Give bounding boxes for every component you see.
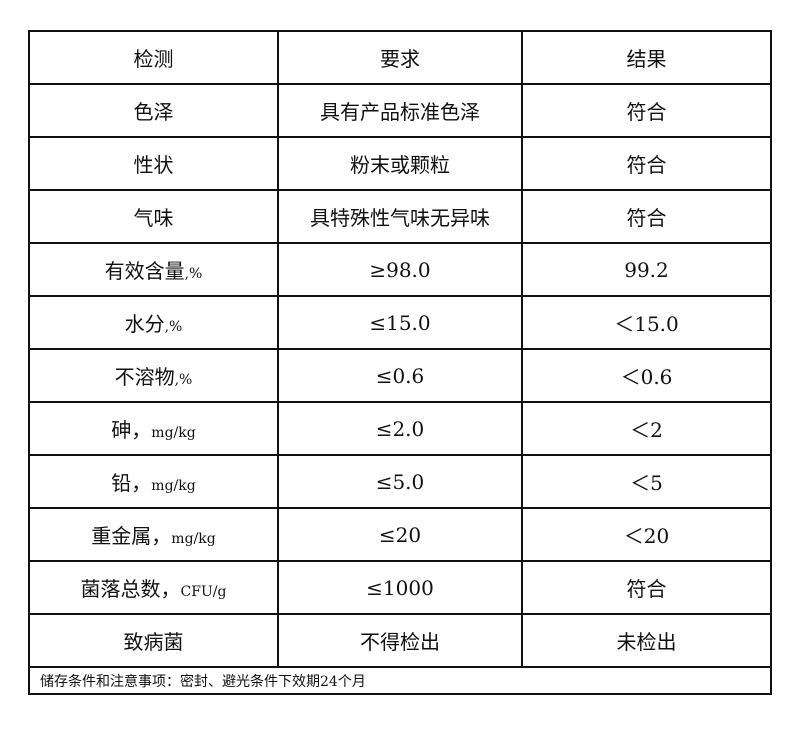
item-name: 气味 [133,206,174,230]
requirement-cell: ≤5.0 [277,454,523,509]
item-unit: ,% [174,372,193,388]
item-name: 致病菌 [123,630,184,654]
header-requirement: 要求 [277,30,523,85]
item-name: 铅， [111,471,152,495]
table-row: 铅，mg/kg ≤5.0 ＜5 [28,454,772,509]
item-cell: 不溶物,% [28,348,279,403]
result-cell: ＜0.6 [521,348,772,403]
result-cell: 符合 [521,83,772,138]
inspection-table: 检测 要求 结果 色泽 具有产品标准色泽 符合 性状 粉末或颗粒 符合 气味 具特殊性气味无异… [28,30,772,695]
result-cell: ＜20 [521,507,772,562]
requirement-cell: 具特殊性气味无异味 [277,189,523,244]
requirement-cell: ≤2.0 [277,401,523,456]
result-cell: 符合 [521,136,772,191]
result-cell: ＜2 [521,401,772,456]
table-row: 色泽 具有产品标准色泽 符合 [28,83,772,138]
requirement-cell: ≤0.6 [277,348,523,403]
item-name: 色泽 [133,100,174,124]
table-row: 菌落总数，CFU/g ≤1000 符合 [28,560,772,615]
result-cell: ＜5 [521,454,772,509]
item-cell: 有效含量,% [28,242,279,297]
storage-note: 储存条件和注意事项：密封、避光条件下效期24个月 [28,666,772,695]
header-result: 结果 [521,30,772,85]
item-name: 水分 [124,312,165,336]
item-cell: 铅，mg/kg [28,454,279,509]
requirement-cell: ≤15.0 [277,295,523,350]
item-cell: 菌落总数，CFU/g [28,560,279,615]
requirement-cell: ≤1000 [277,560,523,615]
item-unit: mg/kg [151,425,196,441]
item-cell: 色泽 [28,83,279,138]
item-cell: 水分,% [28,295,279,350]
table-row: 性状 粉末或颗粒 符合 [28,136,772,191]
item-cell: 致病菌 [28,613,279,668]
item-name: 有效含量 [104,259,185,283]
requirement-cell: ≥98.0 [277,242,523,297]
header-row: 检测 要求 结果 [28,30,772,85]
footer-row: 储存条件和注意事项：密封、避光条件下效期24个月 [28,666,772,695]
item-unit: mg/kg [151,478,196,494]
header-item: 检测 [28,30,279,85]
table-row: 气味 具特殊性气味无异味 符合 [28,189,772,244]
item-name: 菌落总数， [80,577,181,601]
requirement-cell: 具有产品标准色泽 [277,83,523,138]
item-name: 砷， [111,418,152,442]
requirement-cell: 粉末或颗粒 [277,136,523,191]
item-unit: mg/kg [171,531,216,547]
table-row: 致病菌 不得检出 未检出 [28,613,772,668]
item-unit: CFU/g [180,584,227,600]
item-name: 重金属， [91,524,172,548]
item-cell: 砷，mg/kg [28,401,279,456]
item-unit: ,% [164,319,183,335]
item-name: 不溶物 [114,365,175,389]
result-cell: 符合 [521,560,772,615]
table-row: 有效含量,% ≥98.0 99.2 [28,242,772,297]
item-cell: 重金属，mg/kg [28,507,279,562]
table-row: 砷，mg/kg ≤2.0 ＜2 [28,401,772,456]
item-cell: 气味 [28,189,279,244]
requirement-cell: 不得检出 [277,613,523,668]
table-row: 重金属，mg/kg ≤20 ＜20 [28,507,772,562]
item-cell: 性状 [28,136,279,191]
table-row: 不溶物,% ≤0.6 ＜0.6 [28,348,772,403]
result-cell: 99.2 [521,242,772,297]
result-cell: ＜15.0 [521,295,772,350]
item-unit: ,% [184,266,203,282]
result-cell: 未检出 [521,613,772,668]
table-row: 水分,% ≤15.0 ＜15.0 [28,295,772,350]
item-name: 性状 [133,153,174,177]
result-cell: 符合 [521,189,772,244]
requirement-cell: ≤20 [277,507,523,562]
